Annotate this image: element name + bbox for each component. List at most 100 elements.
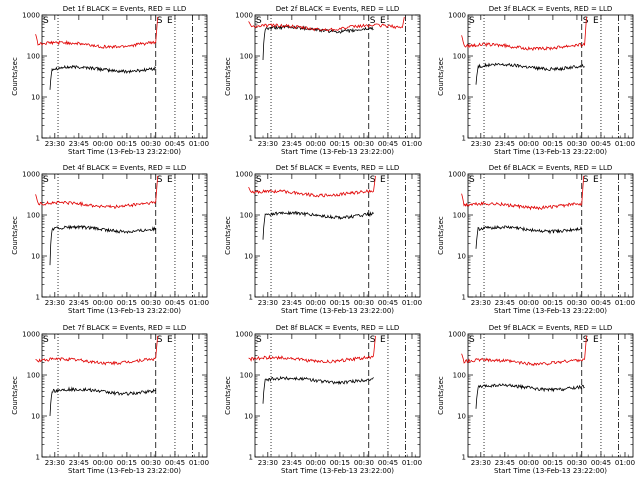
panel-4: Det 4f BLACK = Events, RED = LLD 1 10 100 10… xyxy=(11,164,209,315)
plot-frame xyxy=(467,14,634,139)
y-tick-label: 1000 xyxy=(22,171,40,179)
start-marker-label: S xyxy=(157,175,163,185)
end-marker-label: E xyxy=(593,175,599,185)
y-tick-label: 10 xyxy=(244,413,253,421)
x-tick-label: 23:30 xyxy=(45,140,65,148)
y-axis-label: Counts/sec xyxy=(224,57,232,96)
start-marker-label: S xyxy=(370,16,376,26)
x-tick-label: 01:00 xyxy=(615,140,635,148)
events-series-line xyxy=(49,224,157,266)
events-series-line xyxy=(262,210,374,240)
panel-7: Det 7f BLACK = Events, RED = LLD 1 10 100 10… xyxy=(11,324,209,475)
y-tick-label: 1000 xyxy=(22,331,40,339)
y-tick-label: 1000 xyxy=(235,171,253,179)
y-tick-label: 10 xyxy=(457,413,466,421)
y-tick-label: 1 xyxy=(249,454,253,462)
x-tick-label: 23:30 xyxy=(45,299,65,307)
events-series-line xyxy=(262,375,374,404)
y-axis-label: Counts/sec xyxy=(224,376,232,415)
x-tick-label: 00:30 xyxy=(141,140,161,148)
lld-series-line xyxy=(35,335,159,366)
x-axis-label: Start Time (13-Feb-13 23:22:00) xyxy=(494,148,607,156)
y-tick-label: 1000 xyxy=(235,331,253,339)
x-tick-label: 00:30 xyxy=(567,459,587,467)
y-tick-label: 10 xyxy=(457,253,466,261)
x-tick-label: 00:00 xyxy=(519,140,539,148)
x-tick-label: 23:45 xyxy=(495,299,515,307)
x-tick-label: 00:45 xyxy=(378,299,398,307)
x-tick-label: 23:30 xyxy=(258,459,278,467)
x-tick-label: 00:15 xyxy=(117,299,137,307)
x-tick-label: 00:15 xyxy=(330,299,350,307)
x-axis-label: Start Time (13-Feb-13 23:22:00) xyxy=(494,307,607,315)
x-tick-label: 23:45 xyxy=(282,140,302,148)
panel-title: Det 7f BLACK = Events, RED = LLD xyxy=(63,324,186,332)
panel-3: Det 3f BLACK = Events, RED = LLD 1 10 100 10… xyxy=(437,5,635,156)
panel-title: Det 2f BLACK = Events, RED = LLD xyxy=(276,5,399,13)
x-tick-label: 01:00 xyxy=(402,140,422,148)
x-tick-label: 01:00 xyxy=(189,299,209,307)
events-series-line xyxy=(475,224,583,249)
x-tick-label: 23:45 xyxy=(495,140,515,148)
panel-title: Det 3f BLACK = Events, RED = LLD xyxy=(489,5,612,13)
end-marker-label: E xyxy=(380,335,386,345)
plot-frame xyxy=(41,173,208,298)
start-marker-label: S xyxy=(157,335,163,345)
panel-2: Det 2f BLACK = Events, RED = LLD 1 10 100 10… xyxy=(224,5,422,156)
start-marker-label: S xyxy=(43,175,49,185)
x-tick-label: 00:00 xyxy=(519,459,539,467)
x-tick-label: 23:45 xyxy=(495,459,515,467)
x-tick-label: 00:15 xyxy=(330,459,350,467)
y-tick-label: 10 xyxy=(31,413,40,421)
start-marker-label: S xyxy=(583,16,589,26)
plot-frame xyxy=(467,173,634,298)
plot-frame xyxy=(254,333,421,458)
x-tick-label: 01:00 xyxy=(615,299,635,307)
panel-6: Det 6f BLACK = Events, RED = LLD 1 10 100 10… xyxy=(437,164,635,315)
y-tick-label: 1 xyxy=(462,454,466,462)
x-tick-label: 23:30 xyxy=(45,459,65,467)
end-marker-label: E xyxy=(593,16,599,26)
start-marker-label: S xyxy=(370,335,376,345)
y-tick-label: 1 xyxy=(249,294,253,302)
x-tick-label: 23:45 xyxy=(69,299,89,307)
x-tick-label: 00:00 xyxy=(306,299,326,307)
plot-frame xyxy=(41,333,208,458)
x-tick-label: 23:30 xyxy=(471,140,491,148)
start-marker-label: S xyxy=(43,335,49,345)
plot-frame xyxy=(254,14,421,139)
x-tick-label: 00:15 xyxy=(543,140,563,148)
y-tick-label: 1000 xyxy=(235,12,253,20)
x-tick-label: 00:30 xyxy=(567,140,587,148)
y-tick-label: 100 xyxy=(240,212,253,220)
plot-frame xyxy=(467,333,634,458)
panel-9: Det 9f BLACK = Events, RED = LLD 1 10 100 10… xyxy=(437,324,635,475)
panel-title: Det 9f BLACK = Events, RED = LLD xyxy=(489,324,612,332)
events-series-line xyxy=(49,386,156,417)
y-tick-label: 1 xyxy=(249,135,253,143)
panel-title: Det 4f BLACK = Events, RED = LLD xyxy=(63,164,186,172)
x-tick-label: 00:30 xyxy=(354,299,374,307)
y-tick-label: 1000 xyxy=(448,171,466,179)
lld-series-line xyxy=(248,16,405,32)
x-tick-label: 00:30 xyxy=(141,299,161,307)
y-tick-label: 100 xyxy=(453,212,466,220)
x-tick-label: 00:15 xyxy=(117,140,137,148)
x-tick-label: 00:45 xyxy=(591,140,611,148)
end-marker-label: E xyxy=(167,335,173,345)
events-series-line xyxy=(475,62,585,85)
panel-title: Det 5f BLACK = Events, RED = LLD xyxy=(276,164,399,172)
y-tick-label: 1 xyxy=(462,294,466,302)
y-tick-label: 10 xyxy=(244,253,253,261)
x-axis-label: Start Time (13-Feb-13 23:22:00) xyxy=(281,467,394,475)
x-tick-label: 00:00 xyxy=(93,459,113,467)
start-marker-label: S xyxy=(469,16,475,26)
end-marker-label: E xyxy=(593,335,599,345)
y-axis-label: Counts/sec xyxy=(437,216,445,255)
x-tick-label: 23:30 xyxy=(471,299,491,307)
x-axis-label: Start Time (13-Feb-13 23:22:00) xyxy=(68,467,181,475)
y-tick-label: 100 xyxy=(27,53,40,61)
y-tick-label: 10 xyxy=(31,253,40,261)
panel-1: Det 1f BLACK = Events, RED = LLD 1 10 100 10… xyxy=(11,5,209,156)
